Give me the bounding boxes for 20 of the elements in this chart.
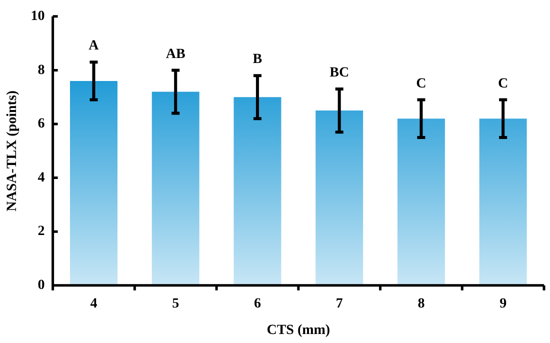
y-tick-label: 2: [38, 224, 45, 240]
x-tick-label: 5: [172, 296, 180, 312]
annotation: B: [252, 52, 262, 68]
y-tick-label: 0: [38, 278, 45, 294]
x-tick-label: 9: [500, 296, 507, 312]
annotation: C: [498, 76, 508, 92]
y-tick-label: 4: [38, 170, 45, 186]
annotation: BC: [330, 66, 350, 81]
y-tick-label: 6: [38, 116, 45, 132]
annotation: C: [416, 76, 426, 92]
x-axis-title: CTS (mm): [266, 323, 330, 338]
x-tick-label: 7: [336, 296, 343, 312]
annotation: AB: [166, 46, 186, 62]
x-tick-label: 6: [254, 296, 261, 312]
x-tick-label: 8: [418, 296, 425, 312]
y-axis-title: NASA-TLX (points): [5, 90, 20, 212]
y-tick-label: 8: [38, 62, 45, 78]
y-tick-label: 10: [30, 9, 45, 24]
annotation: A: [88, 38, 100, 54]
x-tick-label: 4: [90, 296, 98, 312]
